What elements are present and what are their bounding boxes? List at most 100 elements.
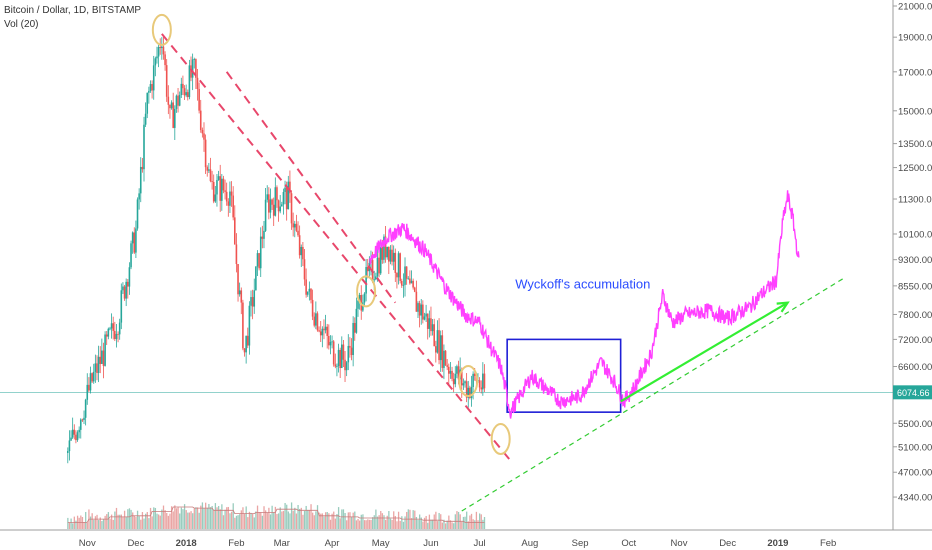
candle-body [277, 200, 280, 212]
candle-body [219, 176, 222, 201]
candle-body [426, 313, 429, 329]
volume-bar [277, 513, 280, 529]
volume-bar [98, 520, 100, 529]
volume-bar [279, 507, 281, 529]
candle-body [92, 371, 95, 382]
volume-bar [120, 514, 123, 529]
volume-bar [266, 512, 268, 529]
volume-bar [427, 522, 429, 529]
candle-body [198, 89, 200, 111]
candle-body [177, 95, 179, 106]
volume-bar [208, 503, 210, 529]
candle-body [143, 124, 145, 170]
candle-body [433, 324, 436, 347]
volume-bar [326, 512, 328, 529]
candle-body [407, 278, 410, 280]
y-tick-label: 11300.00 [898, 195, 932, 206]
volume-bar [331, 513, 333, 529]
candle-body [394, 252, 397, 273]
volume-bar [406, 511, 408, 529]
symbol-label: Bitcoin / Dollar, 1D, BITSTAMP [4, 5, 142, 16]
candle-body [420, 304, 423, 316]
candlesticks [67, 36, 486, 464]
candle-body [248, 305, 251, 346]
volume-bar [472, 519, 474, 529]
candle-body [242, 302, 244, 349]
volume-bar [211, 505, 213, 529]
volume-bar [99, 517, 101, 529]
volume-bar [389, 518, 392, 529]
downtrend-line [161, 33, 512, 462]
candle-body [391, 249, 393, 262]
volume-bar [187, 512, 189, 529]
accumulation-box [506, 338, 622, 413]
candle-body [347, 345, 350, 363]
volume-bar [336, 514, 338, 529]
volume-bar [206, 507, 208, 529]
candle-body [274, 187, 277, 216]
candle-body [264, 199, 267, 231]
volume-bar [316, 505, 319, 529]
candle-body [182, 83, 184, 89]
candle-body [138, 193, 140, 200]
volume-bar [182, 509, 184, 529]
volume-bar [185, 510, 187, 529]
candle-body [355, 308, 358, 333]
volume-bar [136, 510, 139, 529]
candle-body [323, 328, 325, 331]
volume-bar [274, 506, 277, 529]
candle-body [357, 300, 359, 309]
volume-bar [334, 518, 337, 529]
volume-bar [151, 516, 153, 529]
y-tick-label: 4340.00 [898, 493, 932, 504]
volume-bar [310, 504, 312, 529]
candle-body [243, 348, 246, 353]
volume-bar [255, 511, 257, 529]
volume-bar [107, 512, 110, 529]
candle-body [169, 104, 171, 109]
volume-bar [242, 507, 244, 529]
volume-bar [227, 506, 230, 529]
volume-bar [305, 505, 307, 529]
volume-bar [323, 516, 325, 529]
volume-bar [419, 514, 421, 529]
y-tick-label: 12500.00 [898, 163, 932, 174]
volume-bar [81, 516, 84, 529]
volume-bar [141, 512, 144, 529]
volume-bar [94, 516, 97, 529]
x-tick-label: Dec [719, 538, 736, 549]
volume-bar [224, 509, 226, 529]
candle-body [238, 290, 241, 295]
candle-body [214, 194, 217, 202]
volume-bar [384, 519, 387, 529]
volume-bar [146, 512, 148, 529]
candle-body [284, 187, 286, 193]
candle-body [396, 272, 398, 278]
candle-body [146, 92, 149, 114]
volume-bar [247, 517, 249, 529]
volume-bar [290, 502, 293, 529]
candle-body [237, 264, 239, 295]
volume-bar [128, 508, 131, 529]
candle-body [443, 350, 445, 368]
candle-body [449, 370, 452, 374]
candle-body [436, 330, 439, 353]
candle-body [174, 108, 176, 128]
candle-body [379, 246, 382, 274]
candle-body [256, 253, 259, 267]
candle-body [253, 290, 256, 307]
volume-bar [386, 515, 388, 529]
candle-body [456, 366, 458, 374]
candle-body [469, 387, 471, 398]
candle-body [130, 243, 132, 268]
volume-bar [393, 511, 395, 529]
volume-bar [281, 511, 283, 529]
uptrend-arrow-line [620, 301, 789, 403]
volume-bar [235, 515, 238, 529]
candle-body [276, 187, 278, 201]
chart-legend: Bitcoin / Dollar, 1D, BITSTAMP Vol (20) [4, 4, 141, 32]
volume-bar [271, 505, 273, 529]
candle-body [428, 318, 431, 329]
